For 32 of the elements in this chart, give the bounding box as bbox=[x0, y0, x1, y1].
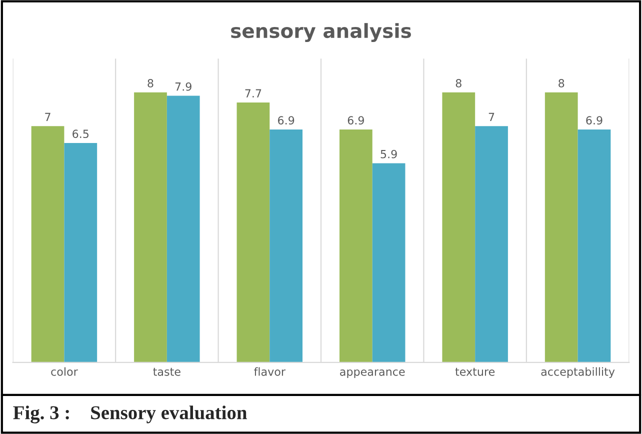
data-label: 8 bbox=[148, 79, 154, 88]
bar bbox=[372, 163, 406, 362]
caption: Fig. 3 : Sensory evaluation bbox=[13, 406, 247, 424]
bar bbox=[270, 129, 303, 362]
data-label: 7.7 bbox=[245, 89, 262, 98]
data-label: 7 bbox=[488, 112, 494, 122]
bar bbox=[64, 142, 98, 362]
data-label: 6.5 bbox=[72, 130, 88, 138]
chart-title: sensory analysis bbox=[231, 23, 411, 42]
x-tick-label: flavor bbox=[254, 367, 286, 376]
x-tick-label: appearance bbox=[340, 369, 405, 378]
bar bbox=[31, 126, 64, 362]
bar bbox=[442, 92, 476, 362]
data-label: 8 bbox=[558, 79, 564, 88]
x-tick-label: color bbox=[51, 367, 78, 376]
data-label: 6.9 bbox=[348, 116, 364, 125]
data-label: 6.9 bbox=[586, 116, 602, 125]
bar bbox=[544, 92, 578, 362]
data-label: 8 bbox=[456, 79, 462, 88]
x-tick-label: texture bbox=[455, 368, 495, 376]
x-tick-label: acceptabillity bbox=[541, 367, 615, 378]
data-label: 7.9 bbox=[175, 82, 192, 91]
data-label: 5.9 bbox=[380, 150, 397, 158]
bar bbox=[166, 96, 200, 362]
data-label: 7 bbox=[45, 112, 50, 122]
x-tick-label: taste bbox=[153, 368, 180, 376]
data-label: 6.9 bbox=[278, 116, 294, 125]
bar bbox=[236, 102, 270, 362]
bar bbox=[475, 126, 508, 362]
bar bbox=[134, 92, 167, 362]
bar bbox=[339, 129, 372, 362]
bar bbox=[578, 129, 611, 362]
